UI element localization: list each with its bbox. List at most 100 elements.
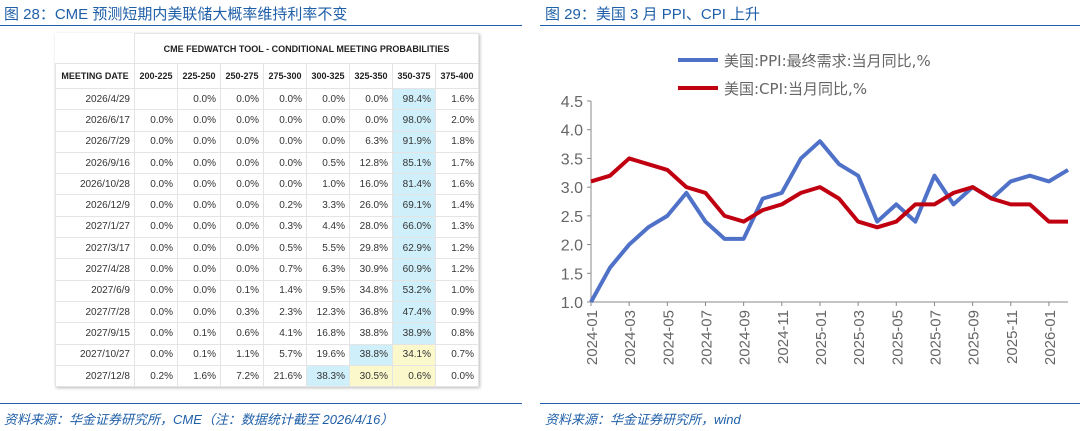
probability-cell: 0.0%: [177, 279, 221, 302]
probability-cell: 0.0%: [134, 300, 178, 324]
x-tick-label: 2025-07: [927, 310, 944, 365]
probability-cell: 0.0%: [306, 87, 350, 111]
meeting-date-cell: 2026/10/28: [55, 173, 135, 196]
probability-cell: 1.8%: [435, 130, 479, 153]
probability-cell: 0.0%: [177, 151, 221, 175]
probability-cell: 29.8%: [349, 237, 393, 260]
probability-cell: 1.6%: [435, 173, 479, 196]
table-row: 2026/7/29 0.0% 0.0% 0.0% 0.0% 0.0% 6.3% 91.9% 1.…: [55, 130, 479, 153]
table-row: 2027/12/8 0.2% 1.6% 7.2% 21.6% 38.3% 30.5% 0.6%…: [55, 364, 479, 388]
y-tick-label: 1.5: [561, 266, 583, 283]
probability-cell: 30.5%: [349, 364, 393, 388]
probability-cell: 0.0%: [349, 87, 393, 111]
probability-cell: 21.6%: [263, 364, 307, 388]
probability-cell: 19.6%: [306, 343, 350, 366]
left-title-rule: [0, 25, 522, 26]
meeting-date-cell: 2026/4/29: [55, 87, 135, 111]
probability-cell: 12.8%: [349, 151, 393, 175]
probability-cell: 0.0%: [435, 364, 479, 388]
x-tick-label: 2024-07: [698, 310, 715, 365]
probability-cell: 0.0%: [134, 151, 178, 175]
probability-cell: 0.0%: [177, 237, 221, 260]
probability-cell: 66.0%: [392, 215, 436, 239]
probability-cell: 0.0%: [220, 215, 264, 239]
probability-cell: 0.0%: [134, 279, 178, 302]
probability-cell: 0.0%: [263, 151, 307, 175]
probability-cell: 0.0%: [134, 322, 178, 345]
y-tick-label: 3.0: [561, 180, 583, 197]
probability-cell: 85.1%: [392, 151, 436, 175]
probability-cell: 0.0%: [134, 237, 178, 260]
table-row: 2027/6/9 0.0% 0.0% 0.1% 1.4% 9.5% 34.8% 53.2% 1.…: [55, 279, 479, 302]
probability-cell: 0.0%: [177, 173, 221, 196]
probability-cell: 0.0%: [306, 130, 350, 153]
probability-cell: 38.8%: [349, 322, 393, 345]
probability-cell: 0.0%: [220, 258, 264, 281]
column-header: MEETING DATE: [55, 63, 135, 89]
probability-cell: 34.8%: [349, 279, 393, 302]
table-row: 2026/12/9 0.0% 0.0% 0.0% 0.2% 3.3% 26.0% 69.1% 1…: [55, 194, 479, 217]
probability-cell: 9.5%: [306, 279, 350, 302]
y-tick-label: 4.5: [561, 94, 583, 111]
probability-cell: 1.1%: [220, 343, 264, 366]
probability-cell: 12.3%: [306, 300, 350, 324]
probability-cell: 1.3%: [435, 215, 479, 239]
column-header: 325-350: [349, 63, 393, 89]
probability-cell: 0.5%: [263, 237, 307, 260]
right-source: 资料来源：华金证券研究所，wind: [545, 412, 741, 427]
left-source: 资料来源：华金证券研究所，CME（注：数据统计截至 2026/4/16）: [4, 412, 394, 427]
probability-cell: 3.3%: [306, 194, 350, 217]
probability-cell: 34.1%: [392, 343, 436, 366]
right-source-rule: [540, 403, 1080, 404]
probability-cell: 0.0%: [349, 109, 393, 132]
column-header: 300-325: [306, 63, 350, 89]
probability-cell: 0.1%: [177, 343, 221, 366]
probability-cell: 0.0%: [134, 130, 178, 153]
probability-cell: 0.0%: [134, 109, 178, 132]
x-tick-label: 2024-05: [660, 310, 677, 365]
probability-cell: 91.9%: [392, 130, 436, 153]
probability-cell: 28.0%: [349, 215, 393, 239]
probability-cell: 0.7%: [263, 258, 307, 281]
fedwatch-table: CME FEDWATCH TOOL - CONDITIONAL MEETING …: [55, 33, 479, 388]
probability-cell: 0.0%: [220, 194, 264, 217]
probability-cell: 4.4%: [306, 215, 350, 239]
x-tick-label: 2025-09: [966, 310, 983, 365]
probability-cell: 98.0%: [392, 109, 436, 132]
probability-cell: 0.0%: [177, 258, 221, 281]
column-header: 250-275: [220, 63, 264, 89]
x-tick-label: 2025-05: [889, 310, 906, 365]
probability-cell: 38.9%: [392, 322, 436, 345]
probability-cell: 0.2%: [263, 194, 307, 217]
probability-cell: 0.2%: [134, 364, 178, 388]
probability-cell: 7.2%: [220, 364, 264, 388]
probability-cell: 0.0%: [177, 215, 221, 239]
probability-cell: 16.8%: [306, 322, 350, 345]
x-tick-label: 2025-01: [813, 310, 830, 365]
probability-cell: 0.6%: [220, 322, 264, 345]
probability-cell: 81.4%: [392, 173, 436, 196]
probability-cell: 1.2%: [435, 258, 479, 281]
series-line-ppi: [589, 139, 1070, 303]
probability-cell: 0.0%: [220, 109, 264, 132]
probability-cell: 0.0%: [220, 151, 264, 175]
probability-cell: 0.3%: [263, 215, 307, 239]
probability-cell: 1.6%: [435, 87, 479, 111]
column-header: 350-375: [392, 63, 436, 89]
probability-cell: 5.5%: [306, 237, 350, 260]
probability-cell: 5.7%: [263, 343, 307, 366]
probability-cell: 1.0%: [435, 279, 479, 302]
probability-cell: 6.3%: [349, 130, 393, 153]
probability-cell: 0.0%: [134, 343, 178, 366]
x-tick-label: 2025-03: [851, 310, 868, 365]
meeting-date-cell: 2027/10/27: [55, 343, 135, 366]
probability-cell: 16.0%: [349, 173, 393, 196]
y-tick-label: 4.0: [561, 123, 583, 140]
y-tick-label: 2.0: [561, 238, 583, 255]
x-tick-label: 2024-03: [622, 310, 639, 365]
probability-cell: 62.9%: [392, 237, 436, 260]
meeting-date-cell: 2027/1/27: [55, 215, 135, 239]
probability-cell: 1.2%: [435, 237, 479, 260]
meeting-date-cell: 2027/3/17: [55, 237, 135, 260]
probability-cell: 36.8%: [349, 300, 393, 324]
